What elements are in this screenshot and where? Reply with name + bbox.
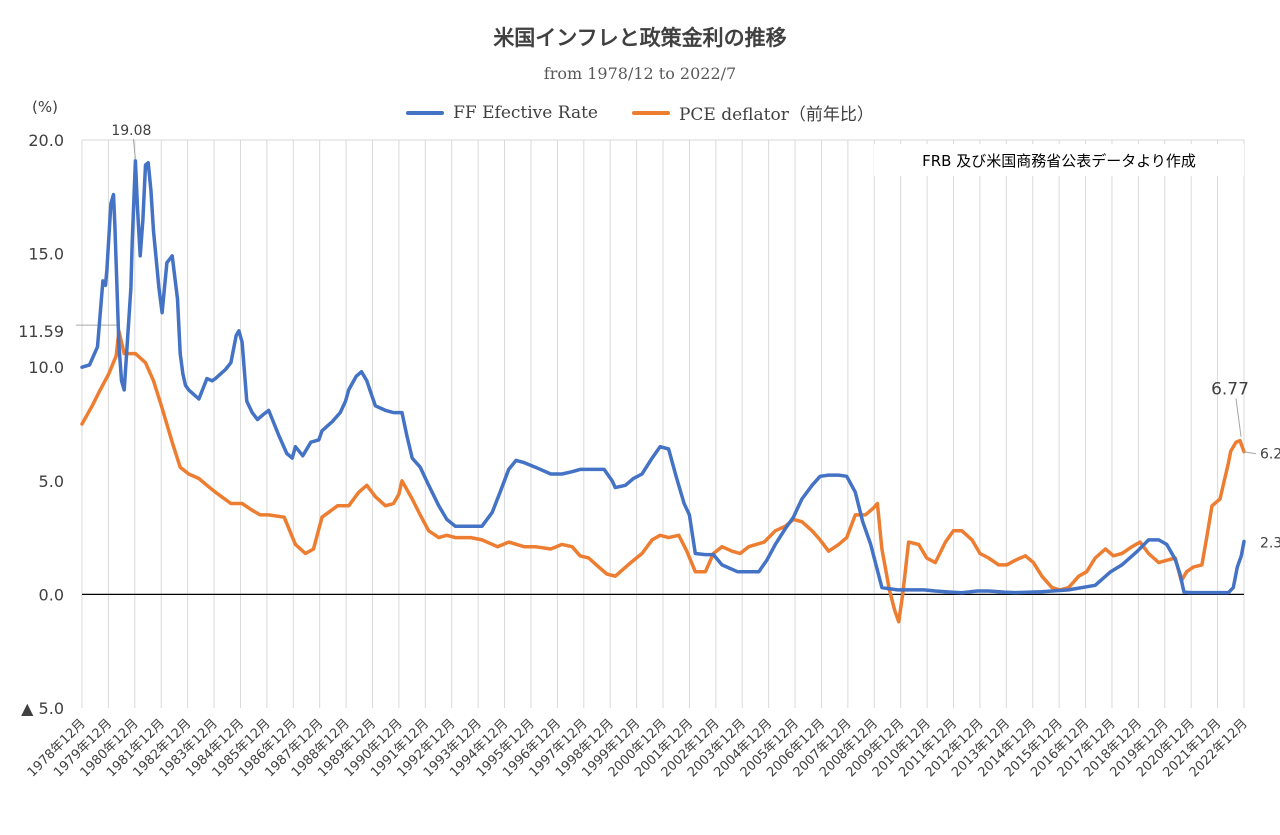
annotation-2-33: 2.33 — [1260, 535, 1280, 551]
chart-title: 米国インフレと政策金利の推移 — [493, 26, 787, 50]
y-tick-label: 20.0 — [28, 131, 64, 150]
y-tick-label: 5.0 — [39, 472, 64, 491]
legend-item-pce: PCE deflator（前年比） — [631, 100, 874, 125]
source-note: FRB 及び米国商務省公表データより作成 — [874, 144, 1244, 176]
legend-label-ff-rate: FF Efective Rate — [453, 102, 598, 123]
y-axis-unit-label: (%) — [32, 98, 58, 116]
legend-swatch-pce — [631, 110, 670, 115]
annotation-6-77: 6.77 — [1211, 380, 1249, 400]
y-tick-label: 0.0 — [39, 585, 64, 604]
series-lines — [80, 159, 1246, 624]
x-axis-ticks: 1978年12月1979年12月1980年12月1981年12月1982年12月… — [25, 716, 1251, 780]
annotation-6-28: 6.28 — [1260, 447, 1280, 463]
legend-item-ff-rate: FF Efective Rate — [406, 100, 598, 125]
chart-subtitle: from 1978/12 to 2022/7 — [543, 64, 737, 83]
y-tick-label: ▲ 5.0 — [21, 699, 64, 718]
legend: FF Efective Rate PCE deflator（前年比） — [0, 100, 1280, 125]
callout-leader-6-28 — [1243, 451, 1257, 455]
annotation-19-08: 19.08 — [111, 123, 151, 139]
series-line-pce — [80, 329, 1246, 624]
y-tick-label: 15.0 — [28, 245, 64, 264]
series-line-ff-rate — [80, 159, 1246, 595]
y-tick-label: 11.59 — [18, 322, 64, 341]
callout-leader-19-08 — [132, 138, 136, 159]
y-axis-ticks: 20.0 15.0 11.59 10.0 5.0 0.0 ▲ 5.0 — [18, 131, 119, 718]
y-tick-label: 10.0 — [28, 358, 64, 377]
callout-leader-6-77 — [1235, 398, 1242, 437]
legend-swatch-ff-rate — [406, 110, 445, 115]
gridlines — [81, 139, 1245, 708]
legend-label-pce: PCE deflator（前年比） — [678, 105, 874, 125]
annotations: 19.08 6.77 6.28 2.33 — [111, 123, 1280, 552]
